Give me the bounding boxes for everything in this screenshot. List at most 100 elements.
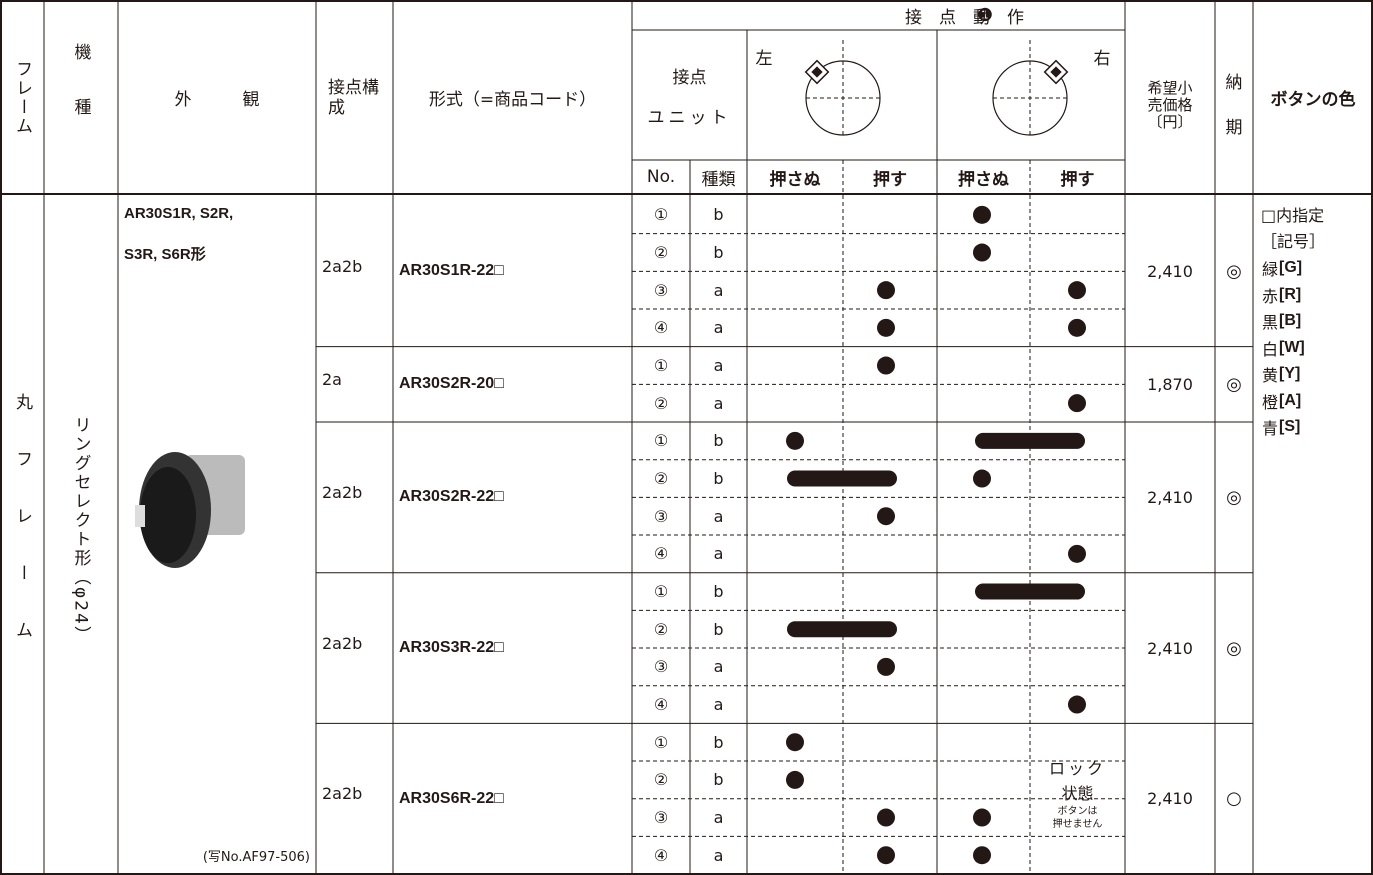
cell-text: 右 [1093,48,1111,69]
cell-text: b [713,469,724,489]
cell-text: ◎ [1226,486,1242,508]
cell-text: AR30S1R-22□ [399,262,504,280]
cell-text: ③ [653,657,669,677]
cell-text: ④ [653,318,669,338]
product-photo [135,452,245,568]
cell-text: 接点構成 [328,77,379,118]
cell-text: リングセレクト形（φ24） [70,415,91,645]
contact-dot [1068,544,1086,563]
cell-text: [Y] [1279,365,1301,382]
cell-text: ［記号］ [1261,232,1326,251]
cell-text: a [713,695,724,715]
contact-dot [786,431,804,450]
contact-bar [975,432,1085,449]
cell-text: ① [653,732,669,752]
cell-text: 黒 [1261,313,1278,332]
cell-text: ロック [1048,758,1106,778]
contact-dot [877,356,895,375]
cell-text: ④ [653,544,669,564]
contact-dot [973,469,991,488]
cell-text: 丸フレーム [12,392,32,678]
cell-text: ④ [653,695,669,715]
cell-text: AR30S2R-22□ [399,488,504,506]
cell-text: b [713,582,724,602]
cell-text: [R] [1279,285,1302,303]
cell-text: 2a2b [322,784,363,804]
cell-text: b [713,619,724,639]
cell-text: a [713,393,724,413]
cell-text: AR30S3R-22□ [399,639,504,657]
cell-text: ① [653,431,669,451]
contact-dot [1068,318,1086,337]
cell-text: ① [653,205,669,225]
cell-text: 接点 [672,67,707,88]
cell-text: b [713,770,724,790]
cell-text: b [713,242,724,262]
contact-bar [787,470,897,487]
cell-text: 接 点 動 作 [905,8,1024,28]
cell-text: 2a2b [322,482,363,502]
contact-dot [973,808,991,827]
cell-text: 希望小売価格〔円〕 [1147,78,1193,131]
contact-dot [786,733,804,752]
cell-text: 押さぬ [769,169,821,189]
cell-text: ③ [653,808,669,828]
contact-dot [973,205,991,224]
cell-text: 黄 [1261,366,1278,385]
cell-text: ボタンは [1057,805,1098,817]
cell-text: a [713,280,724,300]
cell-text: 赤 [1261,286,1278,306]
cell-text: ② [653,242,669,262]
cell-text: ② [653,619,669,639]
cell-text: a [713,808,724,828]
cell-text: b [713,431,724,451]
contact-dot [877,507,895,526]
cell-text: [B] [1279,312,1302,329]
cell-text: 左 [755,48,773,69]
photo-part [135,505,145,527]
cell-text: a [713,506,724,526]
cell-text: 2a2b [322,633,363,653]
cell-text: 納 [1225,72,1243,93]
cell-text: 2,410 [1147,261,1193,281]
contact-dot [1068,281,1086,300]
cell-text: 1,870 [1147,374,1193,394]
contact-dot [973,243,991,262]
cell-text: AR30S2R-20□ [399,375,504,393]
cell-text: ② [653,393,669,413]
contact-bar [787,621,897,638]
cell-text: 押す [873,169,907,189]
cell-text: [G] [1279,259,1303,276]
cell-text: ユニット [647,107,732,128]
cell-text: 橙 [1261,392,1278,412]
cell-text: AR30S6R-22□ [399,789,504,807]
cell-text: 白 [1261,339,1278,359]
photo-part [140,467,196,563]
contact-dot [1068,695,1086,714]
cell-text: a [713,845,724,865]
cell-text: ① [653,582,669,602]
cell-text: 2,410 [1147,487,1193,507]
cell-text: b [713,732,724,752]
contact-dot [877,281,895,300]
cell-text: 押す [1060,169,1095,189]
cell-text: ② [653,469,669,489]
cell-text: ② [653,770,669,790]
contact-dot [877,657,895,676]
cell-text: 期 [1225,117,1243,138]
cell-text: ○ [1226,788,1242,810]
cell-text: 種類 [701,169,736,190]
cell-text: 2a [322,369,342,389]
cell-text: [S] [1279,418,1301,435]
contact-dot [877,318,895,337]
contact-dot [786,770,804,789]
cell-text: a [713,657,724,677]
cell-text: 外 観 [174,90,260,110]
cell-text: 2a2b [322,256,363,276]
cell-text: 押さぬ [958,169,1009,189]
cell-text: (写No.AF97-506) [202,849,310,865]
cell-text: ③ [653,506,669,526]
cell-text: b [713,205,724,225]
